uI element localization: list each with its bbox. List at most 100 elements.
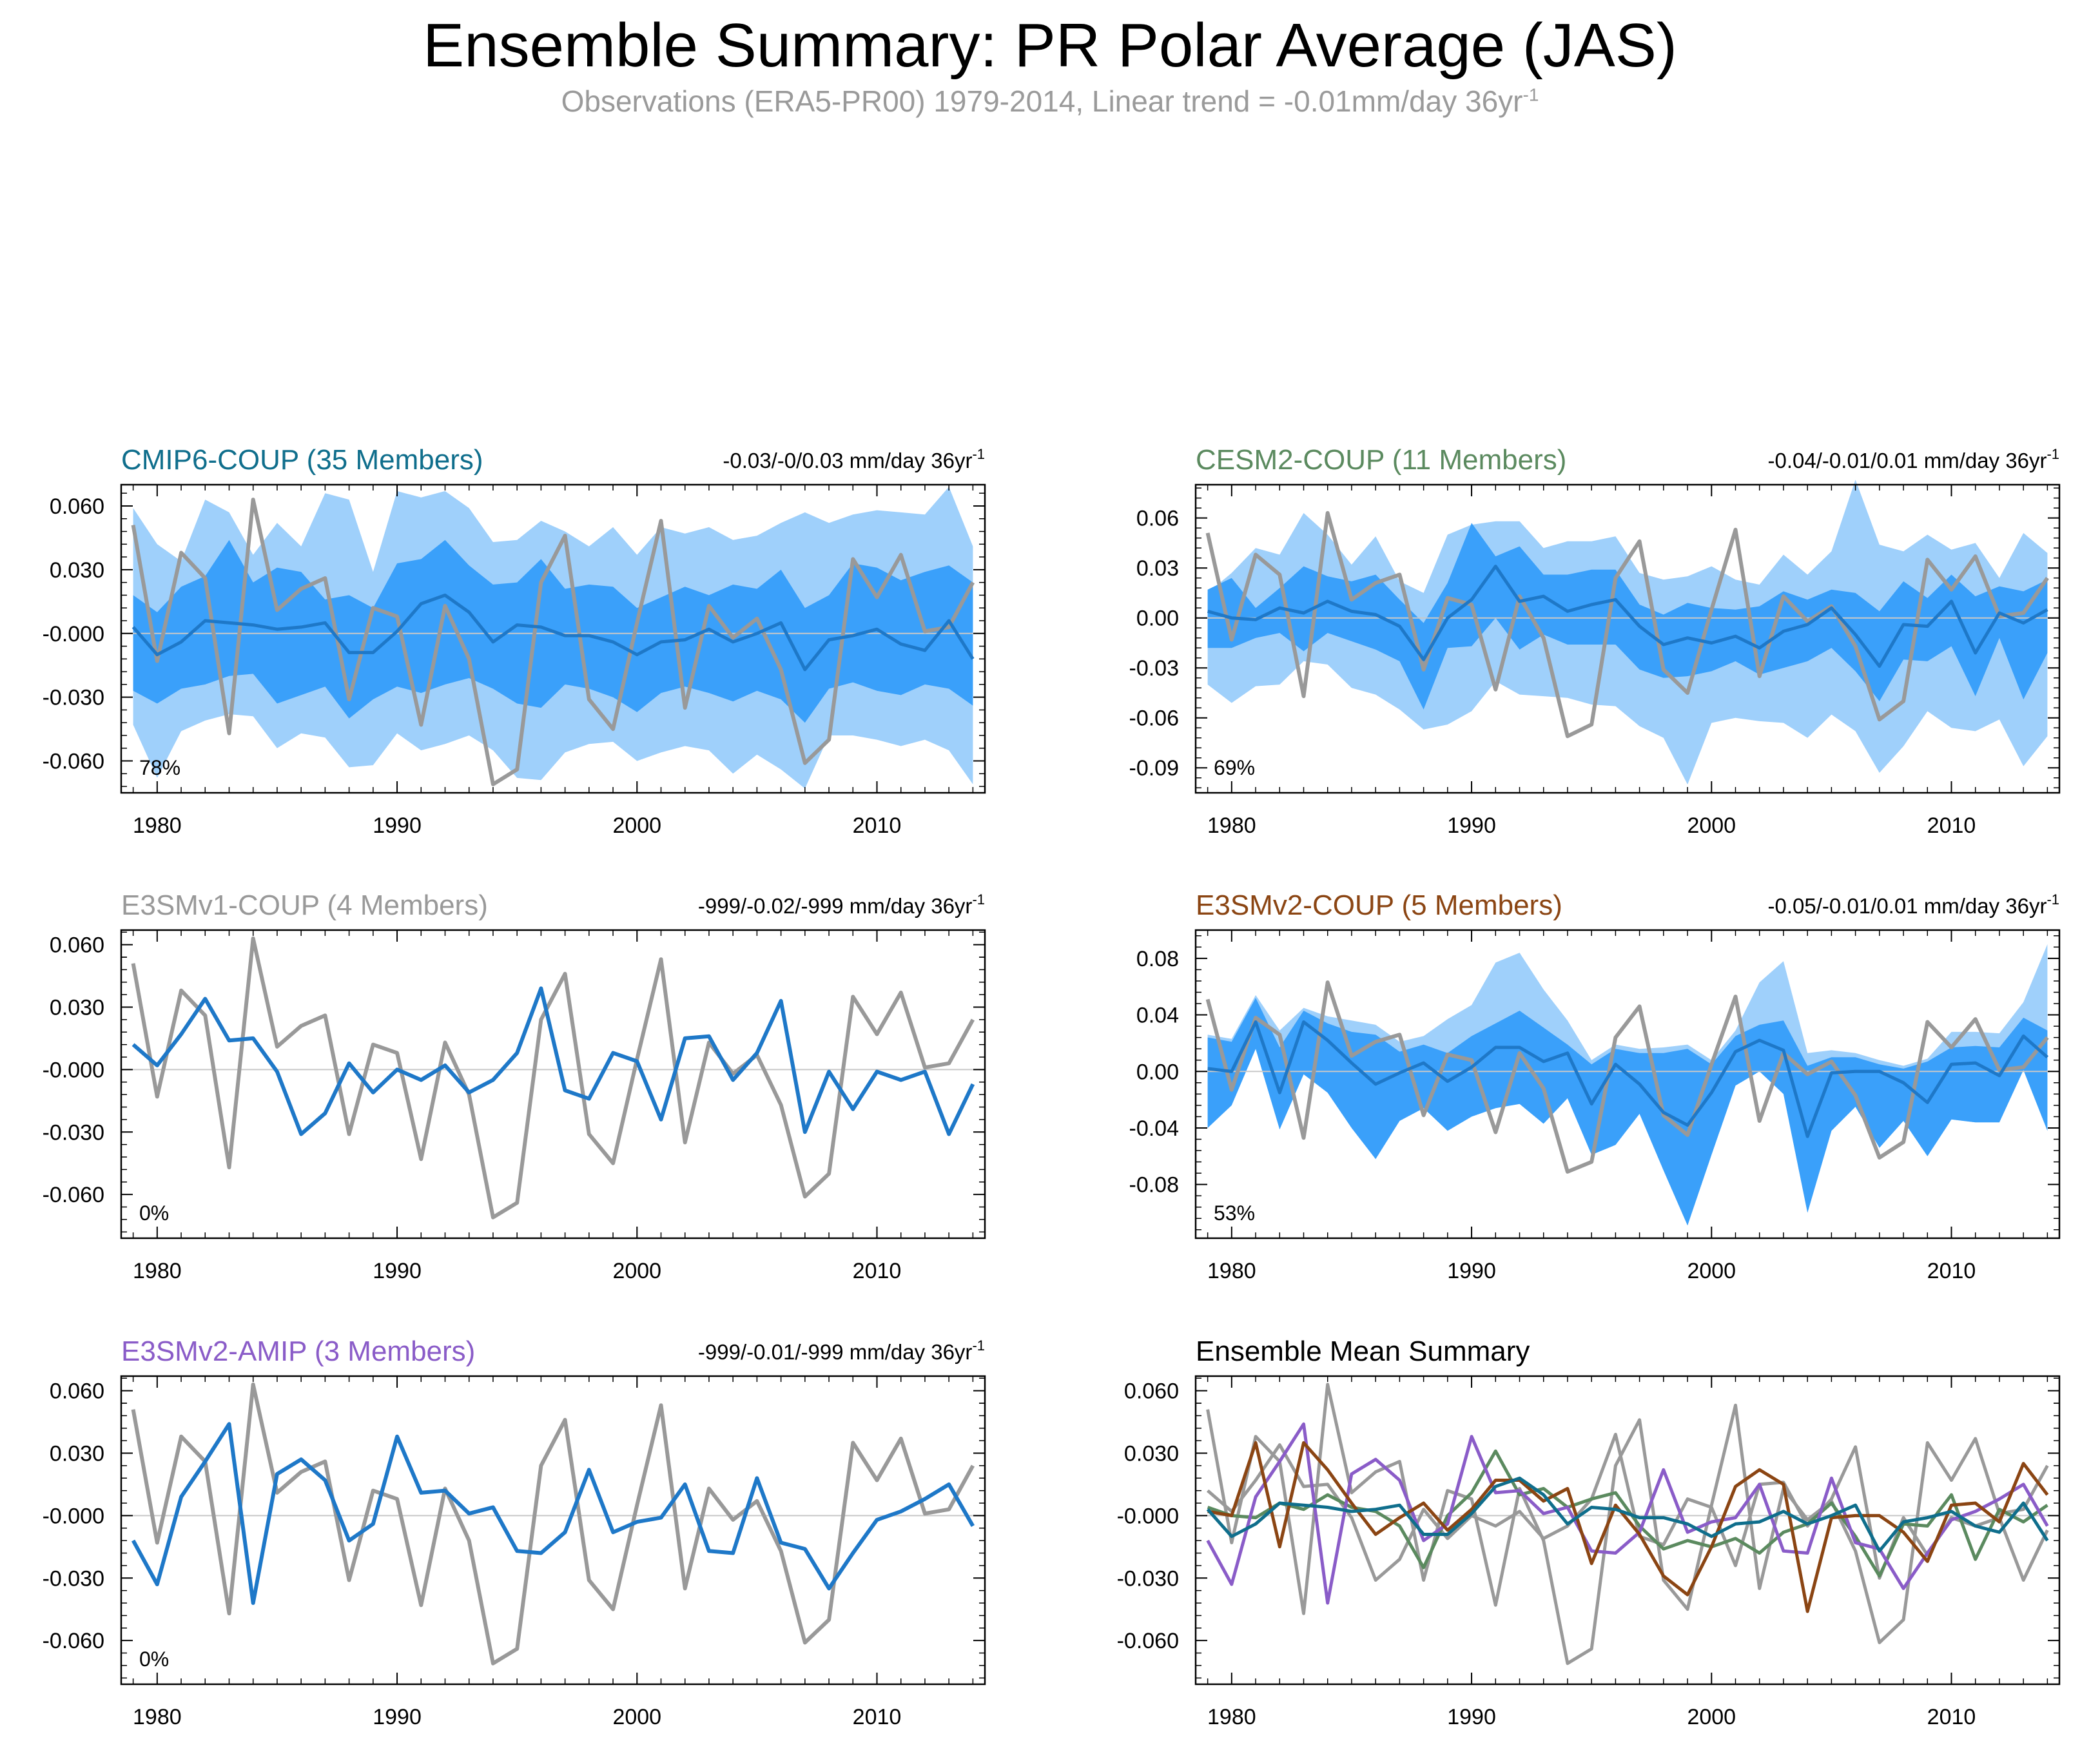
plot-frame [1194, 929, 2061, 1239]
x-tick-label: 1990 [373, 813, 422, 838]
subtitle-text: Observations (ERA5-PR00) 1979-2014, Line… [561, 84, 1523, 118]
x-tick-label: 2010 [1927, 813, 1976, 838]
x-tick-label: 2010 [1927, 1705, 1976, 1729]
y-tick-label: -0.09 [1129, 756, 1180, 781]
x-tick-label: 1980 [1207, 813, 1256, 838]
y-tick-label: 0.060 [50, 494, 104, 519]
percent-label: 69% [1214, 756, 1255, 779]
y-tick-label: 0.00 [1136, 1060, 1179, 1084]
trend-label-text: -0.04/-0.01/0.01 mm/day 36yr [1768, 449, 2047, 472]
y-tick-label: -0.060 [1117, 1629, 1179, 1653]
x-tick-label: 1990 [373, 1705, 422, 1729]
ensemble-mean-line [131, 986, 975, 1136]
percent-label: 0% [139, 1647, 169, 1671]
x-tick-label: 2010 [853, 1705, 902, 1729]
plot-frame [120, 1375, 986, 1686]
y-tick-label: -0.03 [1129, 656, 1180, 681]
x-tick-label: 2000 [612, 1259, 661, 1283]
y-tick-label: 0.060 [1124, 1379, 1179, 1404]
y-tick-label: 0.08 [1136, 947, 1179, 971]
trend-label: -0.03/-0/0.03 mm/day 36yr-1 [723, 446, 985, 472]
x-tick-label: 2010 [853, 1259, 902, 1283]
y-tick-label: 0.060 [50, 933, 104, 958]
y-tick-label: 0.060 [50, 1379, 104, 1404]
y-tick-label: -0.030 [1117, 1566, 1179, 1591]
y-tick-label: -0.060 [43, 1183, 104, 1207]
ensemble-mean-line [1207, 565, 2048, 668]
y-tick-label: -0.030 [43, 1120, 104, 1145]
trend-label: -999/-0.02/-999 mm/day 36yr-1 [698, 891, 985, 918]
x-tick-label: 2000 [1687, 813, 1736, 838]
trend-superscript: -1 [972, 1337, 985, 1354]
y-tick-label: -0.04 [1129, 1116, 1180, 1141]
panel-title: CESM2-COUP (11 Members) [1196, 444, 1566, 476]
trend-label-text: -999/-0.02/-999 mm/day 36yr [698, 894, 973, 918]
x-tick-label: 2010 [853, 813, 902, 838]
observations-line [131, 498, 975, 786]
panel-cmip6: CMIP6-COUP (35 Members) -0.03/-0/0.03 mm/… [43, 444, 986, 838]
y-tick-label: -0.000 [43, 1504, 104, 1528]
figure-title: Ensemble Summary: PR Polar Average (JAS) [423, 11, 1677, 80]
trend-superscript: -1 [972, 891, 985, 908]
y-tick-label: 0.03 [1136, 556, 1179, 581]
x-tick-label: 2000 [1687, 1705, 1736, 1729]
x-tick-label: 1980 [133, 1705, 182, 1729]
inner-spread-band [1207, 998, 2048, 1226]
trend-label: -999/-0.01/-999 mm/day 36yr-1 [698, 1337, 985, 1364]
y-tick-label: 0.030 [50, 1442, 104, 1466]
y-tick-label: 0.030 [1124, 1442, 1179, 1466]
trend-label: -0.05/-0.01/0.01 mm/day 36yr-1 [1768, 891, 2059, 918]
y-tick-label: -0.06 [1129, 706, 1180, 731]
y-tick-label: -0.060 [43, 750, 104, 774]
panel-title: Ensemble Mean Summary [1196, 1336, 1530, 1367]
x-tick-label: 2010 [1927, 1259, 1976, 1283]
ensemble-mean-line [131, 593, 975, 672]
x-tick-label: 2000 [612, 1705, 661, 1729]
observations-line [1205, 510, 2049, 739]
percent-label: 0% [139, 1201, 169, 1225]
series-line-observations [1206, 1383, 2049, 1666]
y-tick-label: -0.000 [43, 1058, 104, 1082]
subtitle-superscript: -1 [1522, 84, 1539, 105]
observations-line [131, 936, 975, 1220]
x-tick-label: 1990 [373, 1259, 422, 1283]
plot-frame [120, 483, 986, 794]
panel-e3smv1: E3SMv1-COUP (4 Members) -999/-0.02/-999 m… [43, 889, 986, 1283]
series-line-e3smv2-coup [1207, 1441, 2049, 1613]
trend-superscript: -1 [2047, 446, 2059, 462]
ensemble-mean-line [1207, 1020, 2049, 1138]
plot-frame [1194, 1375, 2061, 1686]
panel-title: E3SMv1-COUP (4 Members) [121, 889, 488, 921]
panel-title: CMIP6-COUP (35 Members) [121, 444, 483, 476]
panel-summary: Ensemble Mean Summary 0.060 0.030 -0.000 -0.… [1117, 1336, 2061, 1729]
panel-e3smv2amip: E3SMv2-AMIP (3 Members) -999/-0.01/-999 m… [43, 1336, 986, 1729]
trend-label-text: -999/-0.01/-999 mm/day 36yr [698, 1340, 973, 1364]
y-tick-label: 0.00 [1136, 607, 1179, 631]
y-tick-label: 0.04 [1136, 1004, 1179, 1028]
panel-title: E3SMv2-AMIP (3 Members) [121, 1336, 475, 1367]
ensemble-mean-line [131, 1422, 975, 1605]
y-tick-label: 0.030 [50, 558, 104, 583]
trend-label-text: -0.05/-0.01/0.01 mm/day 36yr [1768, 894, 2047, 918]
x-tick-label: 1980 [133, 813, 182, 838]
x-tick-label: 1990 [1447, 813, 1496, 838]
y-tick-label: 0.06 [1136, 507, 1179, 531]
trend-label: -0.04/-0.01/0.01 mm/day 36yr-1 [1768, 446, 2059, 472]
y-tick-label: -0.060 [43, 1629, 104, 1653]
y-tick-label: 0.030 [50, 996, 104, 1020]
x-tick-label: 2000 [1687, 1259, 1736, 1283]
trend-superscript: -1 [972, 446, 985, 462]
trend-label-text: -0.03/-0/0.03 mm/day 36yr [723, 449, 972, 472]
observations-line [131, 1382, 975, 1666]
plot-frame [120, 929, 986, 1239]
percent-label: 78% [139, 756, 180, 779]
x-tick-label: 1980 [1207, 1705, 1256, 1729]
observations-line [1205, 980, 2049, 1174]
x-tick-label: 2000 [612, 813, 661, 838]
series-line-cesm2-coup [1207, 1449, 2048, 1578]
figure-subtitle: Observations (ERA5-PR00) 1979-2014, Line… [0, 84, 2100, 119]
panel-cesm2: CESM2-COUP (11 Members) -0.04/-0.01/0.01 … [1129, 444, 2061, 838]
trend-superscript: -1 [2047, 891, 2059, 908]
y-tick-label: -0.030 [43, 1566, 104, 1591]
